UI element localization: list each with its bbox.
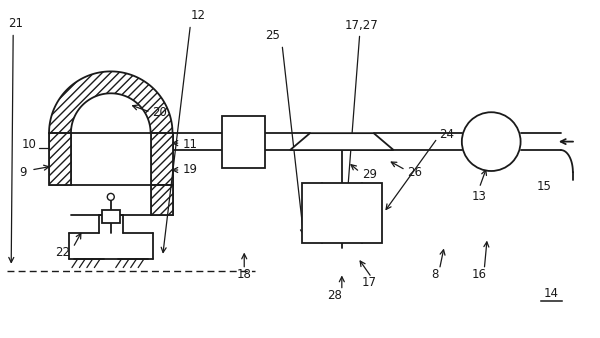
Polygon shape [151, 185, 173, 215]
Text: 9: 9 [19, 166, 27, 179]
Polygon shape [102, 210, 120, 223]
Text: 8: 8 [431, 268, 438, 281]
Polygon shape [49, 71, 173, 133]
Text: 24: 24 [439, 128, 454, 141]
Text: 16: 16 [472, 268, 487, 281]
Polygon shape [223, 116, 265, 168]
Text: 17: 17 [362, 275, 377, 289]
Text: 13: 13 [472, 190, 487, 203]
Text: 11: 11 [182, 138, 197, 151]
Text: 25: 25 [265, 28, 280, 42]
Text: 28: 28 [328, 289, 342, 303]
Text: 15: 15 [537, 180, 552, 193]
Text: 19: 19 [182, 163, 197, 176]
Text: 17,27: 17,27 [345, 19, 379, 31]
Text: 21: 21 [8, 17, 23, 30]
Circle shape [107, 193, 114, 200]
Text: 29: 29 [362, 168, 377, 181]
Text: 20: 20 [152, 106, 167, 119]
Text: 18: 18 [237, 268, 251, 281]
Text: 10: 10 [22, 138, 37, 151]
Circle shape [462, 112, 521, 171]
Polygon shape [151, 133, 173, 185]
Text: 26: 26 [407, 166, 422, 179]
Polygon shape [290, 133, 394, 150]
Text: 22: 22 [55, 246, 70, 259]
Text: 12: 12 [191, 9, 206, 22]
Polygon shape [302, 183, 382, 243]
Polygon shape [49, 133, 71, 185]
Text: 14: 14 [544, 288, 559, 300]
